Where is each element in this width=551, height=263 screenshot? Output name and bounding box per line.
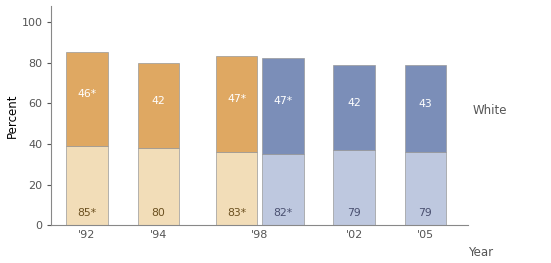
- Bar: [333, 64, 375, 150]
- Bar: [333, 150, 375, 225]
- Text: 47*: 47*: [227, 94, 246, 104]
- Bar: [262, 154, 304, 225]
- Bar: [66, 52, 107, 146]
- Text: 83*: 83*: [227, 208, 246, 218]
- Text: 47*: 47*: [273, 97, 293, 107]
- Bar: [216, 56, 257, 152]
- Text: 85*: 85*: [78, 208, 96, 218]
- Text: 79: 79: [419, 208, 432, 218]
- Text: 80: 80: [152, 208, 165, 218]
- Text: 42: 42: [152, 96, 165, 106]
- Text: 43: 43: [419, 99, 432, 109]
- Text: 46*: 46*: [78, 89, 96, 99]
- Y-axis label: Percent: Percent: [6, 93, 19, 138]
- Bar: [138, 148, 179, 225]
- Text: 42: 42: [347, 98, 361, 108]
- Bar: [404, 64, 446, 152]
- Bar: [262, 58, 304, 154]
- Bar: [66, 146, 107, 225]
- Text: 79: 79: [347, 208, 361, 218]
- Text: White: White: [472, 104, 507, 118]
- Text: Year: Year: [468, 246, 493, 259]
- Bar: [404, 152, 446, 225]
- Bar: [138, 63, 179, 148]
- Bar: [216, 152, 257, 225]
- Text: 82*: 82*: [273, 208, 293, 218]
